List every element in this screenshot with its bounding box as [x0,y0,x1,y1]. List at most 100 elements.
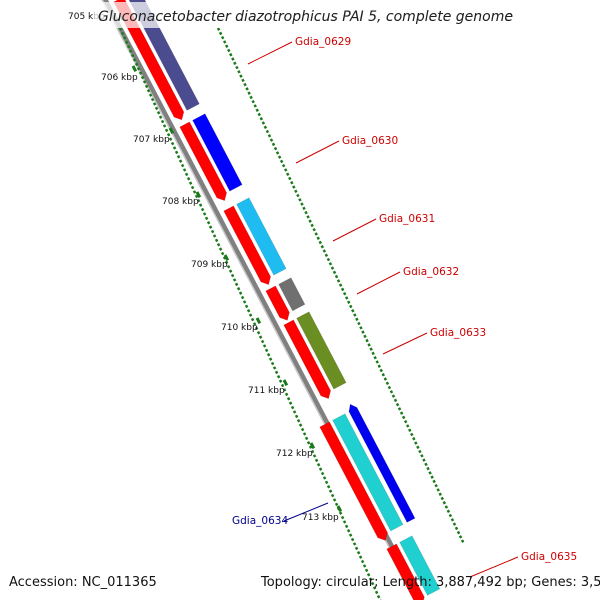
inner-minor-tick-89 [296,419,301,423]
inner-minor-tick-64 [246,309,251,313]
inner-minor-tick-69 [256,331,261,335]
inner-minor-tick-53 [224,260,229,265]
outer-minor-tick-113 [446,509,451,514]
inner-minor-tick-104 [326,485,331,489]
outer-minor-tick-98 [416,445,420,450]
inner-minor-tick-90 [298,423,303,427]
outer-minor-tick-78 [375,360,379,364]
inner-minor-tick-45 [208,225,213,229]
gene-block-Gdia_0632 [278,277,306,312]
outer-minor-tick-2 [220,35,225,40]
outer-minor-tick-51 [320,245,325,249]
inner-minor-tick-43 [204,216,209,221]
inner-minor-tick-81 [280,383,285,388]
outer-minor-tick-58 [334,274,339,279]
tick-label-3: 708 kbp [162,197,199,207]
inner-minor-tick-75 [268,357,273,361]
inner-minor-tick-46 [210,229,215,234]
outer-minor-tick-17 [251,99,255,104]
inner-minor-tick-3 [124,40,129,45]
inner-minor-tick-129 [376,595,381,599]
outer-minor-tick-46 [310,223,314,228]
outer-minor-tick-39 [296,193,300,198]
outer-minor-tick-31 [279,159,284,164]
gene-label-Gdia_0629: Gdia_0629 [295,36,351,48]
cds-block-4 [283,319,331,399]
inner-minor-tick-30 [178,159,183,163]
inner-minor-tick-21 [160,119,165,124]
outer-minor-tick-92 [403,419,408,424]
inner-minor-tick-96 [310,449,315,454]
outer-minor-tick-117 [454,526,459,531]
outer-minor-tick-5 [227,48,231,53]
outer-minor-tick-106 [432,479,436,484]
cds-block-0 [113,0,185,121]
outer-minor-tick-9 [235,65,239,70]
outer-minor-tick-22 [261,121,266,125]
outer-minor-tick-65 [349,304,353,309]
outer-minor-tick-77 [373,355,377,360]
map-title-text: Gluconacetobacter diazotrophicus PAI 5, … [98,9,513,25]
inner-minor-tick-65 [248,313,253,317]
inner-minor-tick-101 [320,471,325,476]
inner-minor-tick-57 [232,278,237,282]
inner-minor-tick-71 [260,339,265,344]
gene-block-Gdia_0631 [236,197,287,276]
inner-minor-tick-31 [180,163,185,168]
outer-minor-tick-20 [257,112,261,117]
outer-minor-tick-26 [269,138,274,142]
outer-minor-tick-32 [281,163,286,168]
outer-minor-tick-89 [397,407,402,411]
outer-minor-tick-24 [265,129,270,134]
inner-minor-tick-115 [348,533,353,537]
outer-minor-tick-74 [367,343,371,347]
inner-minor-tick-68 [254,326,259,331]
inner-minor-tick-107 [332,498,337,502]
outer-minor-tick-41 [300,202,304,206]
outer-minor-tick-27 [271,142,276,147]
inner-minor-tick-38 [194,194,199,199]
major-tick-7 [309,442,316,450]
inner-minor-tick-76 [270,361,275,366]
outer-minor-tick-37 [292,185,296,189]
outer-minor-tick-96 [412,437,416,441]
reverse-arrow-Gdia_0634 [348,403,416,523]
cds-block-6 [386,543,425,600]
tick-label-7: 712 kbp [276,449,313,459]
gene-block-Gdia_0633 [296,311,347,390]
outer-minor-tick-108 [436,488,440,492]
gene-labels: Gdia_0629 Gdia_0630 Gdia_0631 Gdia_0632 Gdia… [232,36,577,563]
inner-minor-tick-56 [230,273,235,278]
outer-minor-tick-110 [440,496,444,501]
inner-minor-tick-82 [282,388,287,392]
outer-minor-tick-114 [448,513,453,518]
inner-minor-tick-63 [244,304,249,309]
outer-minor-tick-100 [420,454,424,458]
inner-minor-tick-87 [292,410,297,414]
outer-minor-tick-68 [355,317,359,322]
outer-minor-tick-47 [312,227,316,232]
leader-Gdia_0635 [469,556,519,578]
inner-minor-tick-16 [150,97,155,102]
outer-minor-tick-25 [267,134,272,138]
inner-minor-tick-94 [306,441,311,445]
inner-minor-tick-127 [372,586,377,590]
inner-minor-tick-18 [154,106,159,111]
inner-minor-tick-85 [288,401,293,405]
outer-minor-tick-28 [273,146,278,151]
outer-minor-tick-95 [410,432,414,437]
inner-minor-tick-2 [122,36,127,40]
outer-minor-tick-4 [225,44,229,48]
outer-minor-tick-91 [401,415,406,420]
tick-label-0: 705 kbp [68,12,105,22]
inner-minor-tick-13 [144,84,149,89]
inner-minor-tick-14 [146,89,151,93]
leader-Gdia_0631 [332,218,377,242]
outer-minor-tick-69 [357,321,361,326]
outer-minor-tick-70 [359,326,363,330]
inner-minor-tick-102 [322,476,327,480]
inner-minor-tick-15 [148,93,153,97]
inner-minor-tick-35 [188,181,193,185]
inner-minor-tick-67 [252,322,257,326]
outer-minor-tick-11 [239,74,243,78]
